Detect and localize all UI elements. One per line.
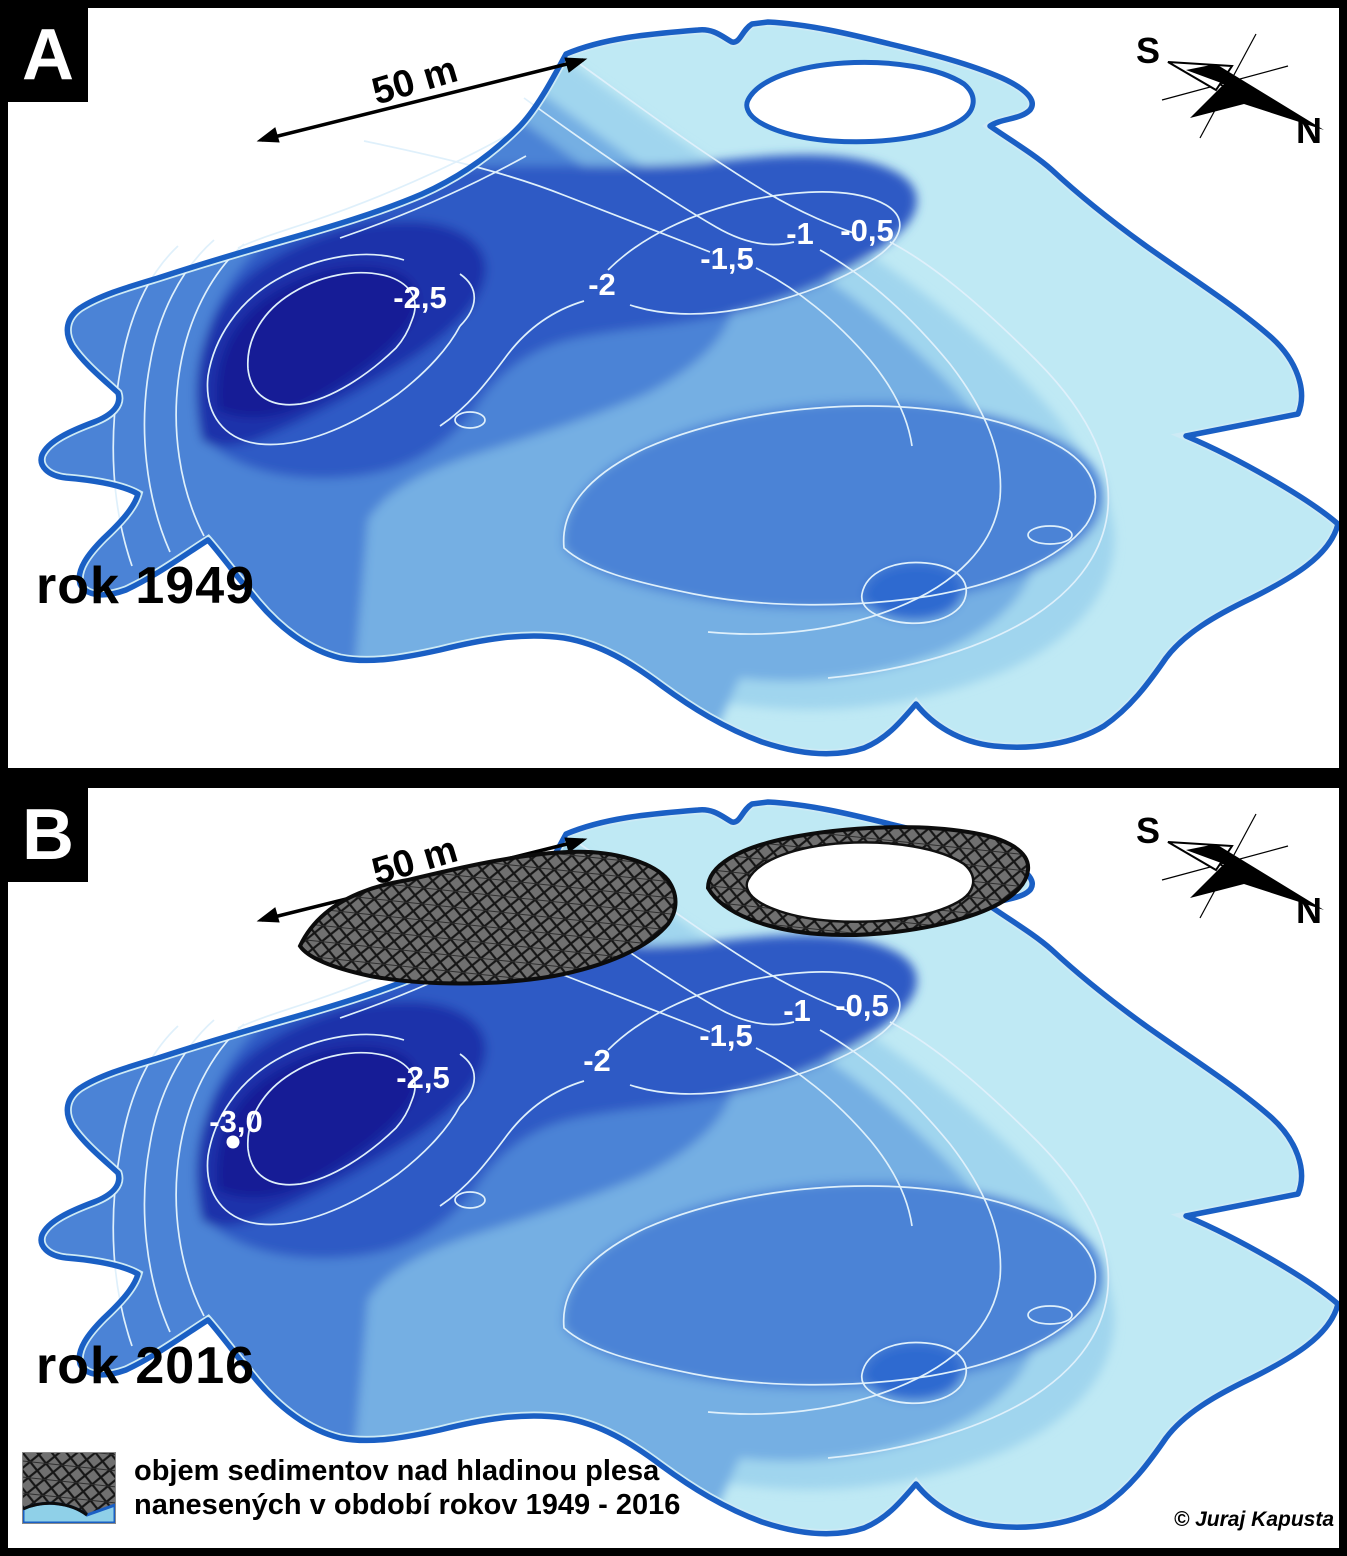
panel-b-badge: B bbox=[8, 788, 88, 882]
contour-label-2-5: -2,5 bbox=[396, 1060, 450, 1095]
sediment-legend-swatch bbox=[22, 1452, 116, 1524]
lake-map-2016 bbox=[8, 788, 1339, 1548]
legend: objem sedimentov nad hladinou plesa nane… bbox=[22, 1452, 680, 1524]
compass-south-label: S bbox=[1136, 810, 1161, 851]
compass-south-label: S bbox=[1136, 30, 1161, 71]
year-label-2016: rok 2016 bbox=[36, 1337, 256, 1395]
compass-north-label: N bbox=[1296, 890, 1322, 931]
panel-1949: A 50 m S N -2,5 -2 -1,5 -1 -0,5 rok 1949 bbox=[8, 8, 1339, 768]
compass-north-label: N bbox=[1296, 110, 1322, 151]
contour-label-1: -1 bbox=[783, 993, 811, 1028]
lake-map-1949 bbox=[8, 8, 1339, 768]
contour-label-2: -2 bbox=[583, 1043, 611, 1078]
contour-label-2-5: -2,5 bbox=[393, 280, 447, 315]
legend-line-1: objem sedimentov nad hladinou plesa bbox=[134, 1455, 660, 1487]
contour-label-0-5: -0,5 bbox=[840, 213, 894, 248]
contour-label-1-5: -1,5 bbox=[699, 1018, 753, 1053]
max-depth-point bbox=[226, 1135, 240, 1149]
contour-label-3-0: -3,0 bbox=[209, 1104, 263, 1139]
contour-label-0-5: -0,5 bbox=[835, 988, 889, 1023]
panel-a-badge: A bbox=[8, 8, 88, 102]
credit: © Juraj Kapusta bbox=[1173, 1508, 1334, 1531]
panel-2016: B 50 m S N -2,5 -3,0 -2 -1,5 -1 -0,5 rok… bbox=[8, 788, 1339, 1548]
year-label-1949: rok 1949 bbox=[36, 557, 256, 615]
contour-label-2: -2 bbox=[588, 267, 616, 302]
contour-label-1: -1 bbox=[786, 216, 814, 251]
contour-label-1-5: -1,5 bbox=[700, 241, 754, 276]
legend-line-2: nanesených v období rokov 1949 - 2016 bbox=[134, 1489, 681, 1521]
legend-text: objem sedimentov nad hladinou plesa nane… bbox=[134, 1454, 680, 1522]
